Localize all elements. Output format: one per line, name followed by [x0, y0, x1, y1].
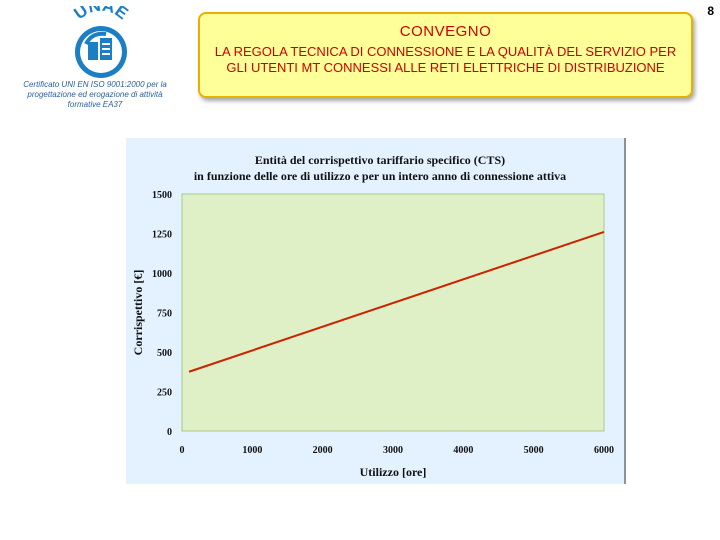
y-tick-label: 1500	[152, 190, 172, 201]
y-tick-label: 1000	[152, 269, 172, 280]
plot-area	[181, 193, 605, 432]
chart-title-line: in funzione delle ore di utilizzo e per …	[194, 169, 566, 183]
series-line	[188, 230, 605, 373]
x-axis-label: Utilizzo [ore]	[360, 465, 427, 479]
conference-banner: CONVEGNO LA REGOLA TECNICA DI CONNESSION…	[198, 12, 693, 98]
logo-text: UNAE	[70, 6, 131, 23]
y-tick-label: 750	[157, 309, 172, 320]
x-tick-label: 0	[180, 445, 185, 456]
x-tick-label: 5000	[524, 445, 544, 456]
x-tick-label: 6000	[594, 445, 614, 456]
banner-subtitle: LA REGOLA TECNICA DI CONNESSIONE E LA QU…	[214, 44, 677, 75]
certification-note: Certificato UNI EN ISO 9001:2000 per la …	[23, 80, 167, 109]
x-tick-label: 4000	[453, 445, 473, 456]
x-tick-label: 1000	[242, 445, 262, 456]
unae-logo: UNAE	[62, 0, 140, 82]
cts-chart: Entità del corrispettivo tariffario spec…	[126, 138, 626, 484]
banner-title: CONVEGNO	[399, 23, 492, 40]
y-tick-label: 0	[167, 427, 172, 438]
x-tick-label: 2000	[313, 445, 333, 456]
y-tick-label: 500	[157, 348, 172, 359]
y-tick-label: 1250	[152, 230, 172, 241]
y-tick-label: 250	[157, 388, 172, 399]
chart-svg: Entità del corrispettivo tariffario spec…	[126, 138, 626, 484]
chart-title-line: Entità del corrispettivo tariffario spec…	[255, 153, 505, 167]
page-number: 8	[707, 4, 714, 18]
x-tick-label: 3000	[383, 445, 403, 456]
y-axis-label: Corrispettivo [€]	[131, 270, 145, 356]
